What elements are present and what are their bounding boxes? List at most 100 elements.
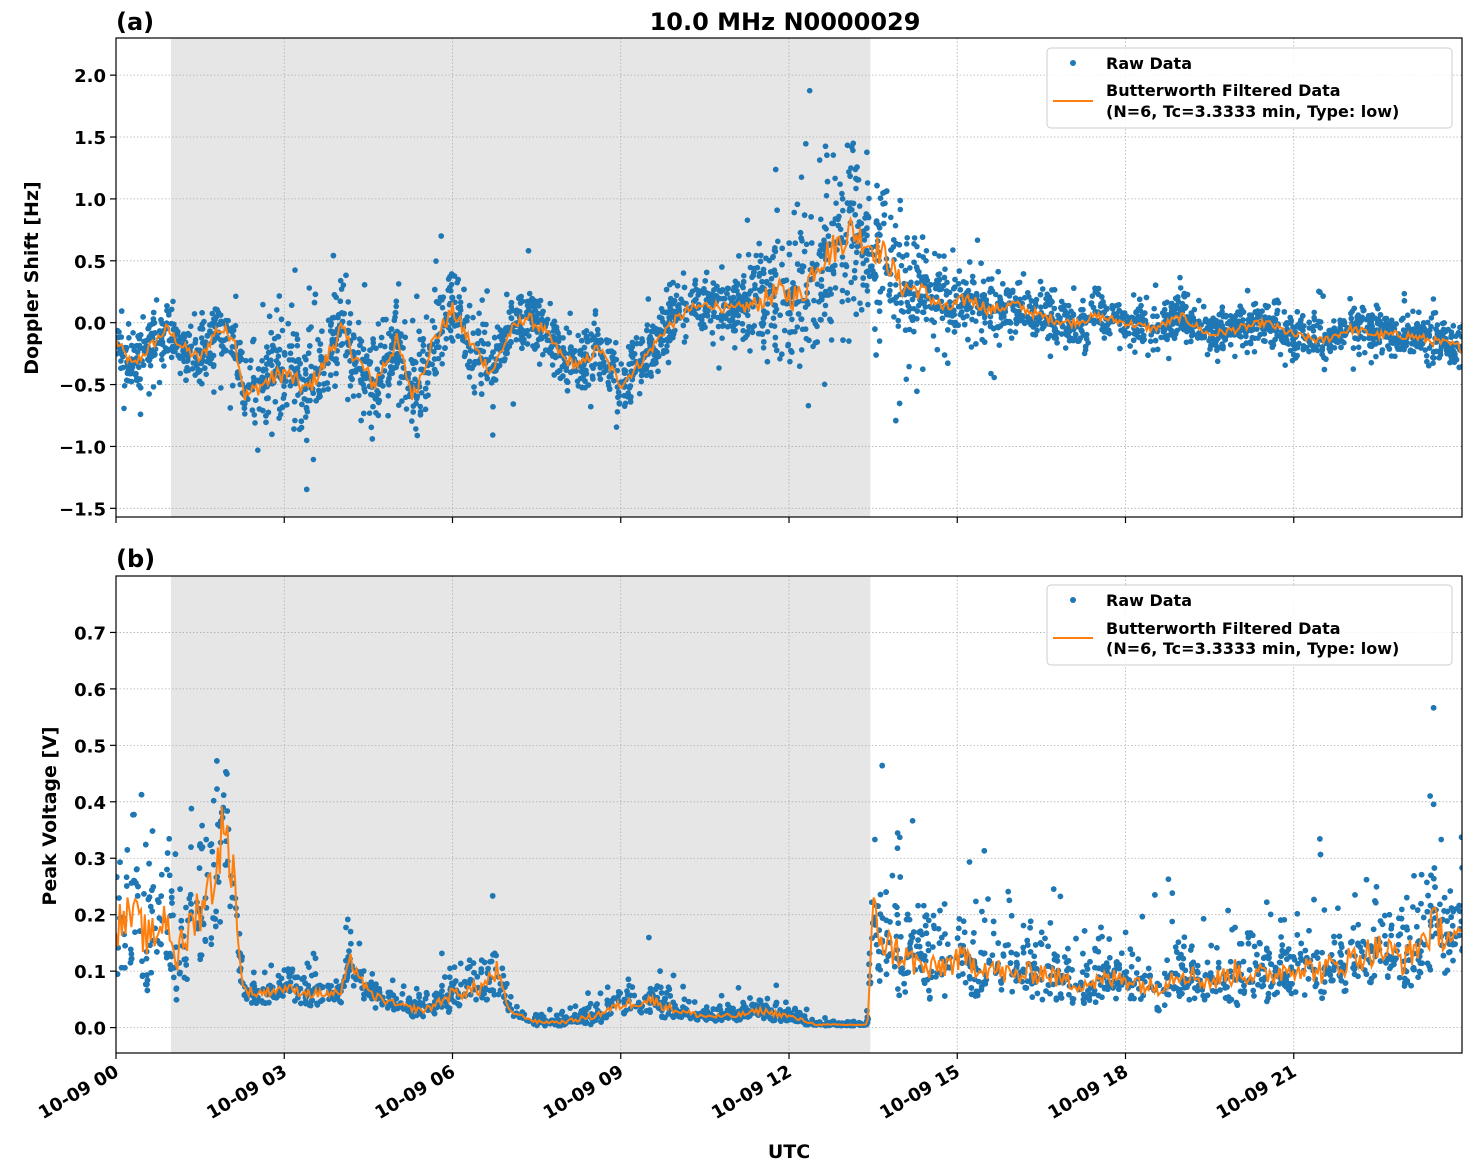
raw-data-point [772, 342, 778, 349]
raw-data-point [1376, 339, 1383, 346]
panel-a: 2.01.51.00.50.0−0.5−1.0−1.5 (a) 10.0 MHz… [21, 8, 1463, 523]
raw-data-point [622, 368, 629, 374]
raw-data-point [120, 364, 126, 371]
raw-data-point [794, 201, 801, 208]
raw-data-point [1458, 334, 1462, 340]
raw-data-point [1388, 327, 1394, 334]
raw-data-point [772, 166, 779, 173]
raw-data-point [848, 279, 854, 286]
raw-data-point [1423, 353, 1430, 359]
raw-data-point [969, 273, 976, 280]
raw-data-point [292, 417, 298, 424]
raw-data-point [431, 356, 438, 362]
raw-data-point [988, 370, 994, 377]
raw-data-point [166, 309, 172, 316]
raw-data-point [818, 276, 825, 283]
raw-data-point [287, 382, 294, 389]
raw-data-point [1183, 339, 1190, 346]
raw-data-point [374, 366, 381, 373]
raw-data-point [1433, 326, 1439, 332]
raw-data-point [123, 345, 130, 351]
raw-data-point [439, 361, 446, 367]
raw-data-point [599, 354, 606, 361]
raw-data-point [396, 402, 402, 409]
raw-data-point [466, 302, 473, 309]
raw-data-point [117, 348, 123, 354]
raw-data-point [821, 246, 827, 253]
raw-data-point [580, 352, 586, 359]
raw-data-point [455, 305, 462, 311]
raw-data-point [1350, 345, 1357, 351]
raw-data-point [961, 321, 968, 328]
raw-data-point [687, 292, 694, 298]
raw-data-point [644, 363, 650, 369]
raw-data-point [275, 334, 282, 340]
raw-data-point [597, 364, 604, 371]
raw-data-point [287, 350, 294, 357]
raw-data-point [142, 345, 148, 351]
raw-data-point [832, 285, 839, 291]
raw-data-point [279, 327, 286, 334]
raw-data-point [627, 399, 634, 405]
raw-data-point [637, 358, 643, 364]
raw-data-point [903, 241, 910, 247]
raw-data-point [709, 330, 716, 336]
raw-data-point [455, 276, 462, 283]
raw-data-point [116, 334, 121, 341]
raw-data-point [724, 285, 731, 292]
raw-data-point [581, 344, 588, 351]
raw-data-point [1177, 274, 1183, 281]
raw-data-point [1451, 349, 1458, 356]
raw-data-point [1272, 318, 1278, 324]
raw-data-point [705, 297, 711, 304]
raw-data-point [422, 393, 429, 400]
raw-data-point [451, 273, 458, 279]
raw-data-point [1425, 319, 1431, 326]
raw-data-point [319, 328, 325, 335]
raw-data-point [150, 309, 157, 316]
raw-data-point [1004, 287, 1011, 293]
raw-data-point [133, 370, 139, 377]
raw-data-point [339, 310, 345, 316]
raw-data-point [259, 358, 265, 364]
raw-data-point [798, 174, 805, 180]
raw-data-point [760, 266, 767, 273]
raw-data-point [164, 303, 170, 309]
raw-data-point [350, 393, 357, 399]
raw-data-point [799, 326, 806, 333]
raw-data-point [1067, 335, 1074, 342]
raw-data-point [973, 318, 979, 325]
raw-data-point [588, 331, 594, 337]
raw-data-point [1075, 338, 1081, 345]
raw-data-point [726, 309, 732, 316]
raw-data-point [877, 195, 884, 201]
raw-data-point [413, 400, 419, 407]
raw-data-point [898, 300, 904, 306]
raw-data-point [478, 380, 485, 387]
raw-data-point [328, 354, 334, 360]
raw-data-point [549, 362, 556, 368]
raw-data-point [757, 270, 763, 277]
raw-data-point [794, 324, 801, 330]
raw-data-point [332, 383, 338, 390]
raw-data-point [484, 288, 490, 294]
raw-data-point [1219, 323, 1226, 329]
raw-data-point [1205, 326, 1211, 332]
raw-data-point [146, 334, 153, 340]
raw-data-point [1000, 281, 1006, 287]
raw-data-point [1255, 314, 1261, 320]
raw-data-point [1434, 331, 1440, 338]
raw-data-point [817, 316, 824, 323]
raw-data-point [803, 141, 809, 147]
raw-data-point [456, 294, 463, 300]
raw-data-point [1062, 345, 1069, 351]
raw-data-point [1008, 335, 1015, 341]
raw-data-point [377, 342, 384, 349]
raw-data-point [293, 331, 300, 338]
raw-data-point [360, 346, 367, 353]
raw-data-point [196, 368, 202, 375]
raw-data-point [947, 299, 953, 305]
raw-data-point [761, 314, 768, 321]
raw-data-point [1319, 347, 1326, 353]
raw-data-point [1161, 328, 1167, 334]
